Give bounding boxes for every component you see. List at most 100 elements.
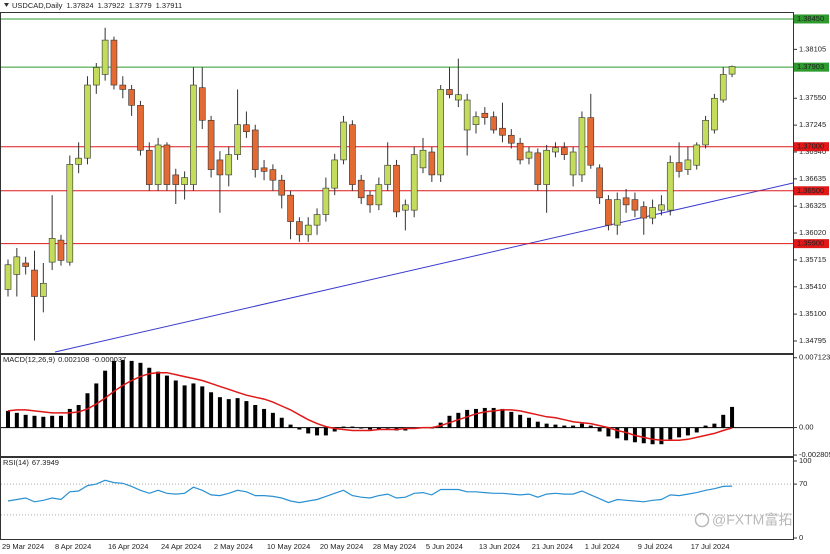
macd-bar <box>315 427 320 436</box>
x-tick-label: 20 May 2024 <box>320 542 363 551</box>
x-tick-label: 1 Jul 2024 <box>585 542 620 551</box>
y-tick-label: 1.37550 <box>799 93 826 102</box>
y-tick-label: 0.00 <box>799 423 814 432</box>
macd-bar <box>253 405 258 428</box>
macd-bar <box>323 427 328 436</box>
candle-body <box>234 124 241 155</box>
macd-bar <box>694 427 699 433</box>
candle-body <box>384 164 391 185</box>
level-label: 1.37903 <box>797 62 824 71</box>
candle-body <box>596 167 603 199</box>
level-label-box <box>794 62 829 72</box>
x-tick-label: 2 May 2024 <box>214 542 253 551</box>
candle-body <box>702 119 709 146</box>
y-tick-label: 1.36940 <box>799 147 826 156</box>
macd-bar <box>41 416 46 428</box>
macd-bar <box>262 408 267 428</box>
macd-bar <box>147 367 152 428</box>
header-low: 1.3779 <box>129 1 152 10</box>
macd-bar <box>6 410 10 428</box>
x-tick-label: 29 Mar 2024 <box>2 542 44 551</box>
macd-bar <box>571 425 576 428</box>
header-open: 1.37824 <box>66 1 93 10</box>
candle-body <box>472 116 480 125</box>
macd-bar <box>279 417 284 428</box>
header-close: 1.37911 <box>156 1 183 10</box>
candle-body <box>31 269 38 297</box>
macd-bar <box>129 360 134 428</box>
level-label: 1.36500 <box>797 186 824 195</box>
macd-header: MACD(12,26,9) 0.002108 -0.000037 <box>3 355 126 364</box>
macd-bar <box>209 392 214 428</box>
macd-bar <box>712 423 717 428</box>
macd-bar <box>500 408 505 428</box>
signal-line <box>7 371 733 442</box>
macd-bar <box>579 423 584 428</box>
candle-body <box>402 204 409 211</box>
rsi-line <box>7 479 733 504</box>
macd-bar <box>491 407 496 428</box>
macd-bar <box>730 406 735 428</box>
candle-body <box>428 151 436 176</box>
candle-body <box>605 199 612 226</box>
candle-body <box>631 199 639 211</box>
candle-body <box>243 124 250 133</box>
macd-bar <box>226 399 231 428</box>
macd-bar <box>544 423 549 428</box>
macd-bar <box>597 427 602 432</box>
candle-body <box>331 159 339 189</box>
candle-body <box>622 197 630 206</box>
pane-frames <box>0 12 794 540</box>
candle-body <box>693 144 701 166</box>
macd-bar <box>94 383 99 428</box>
candle-body <box>481 112 489 118</box>
rsi-title: RSI(14) <box>3 458 29 467</box>
candle-body <box>446 89 453 96</box>
candle-body <box>57 239 65 261</box>
macd-bar <box>447 415 452 428</box>
candle-body <box>190 84 197 185</box>
candle-body <box>543 149 550 185</box>
macd-bar <box>359 427 364 429</box>
candle-body <box>366 194 374 206</box>
candle-body <box>490 116 497 131</box>
candle-body <box>534 152 542 185</box>
candle-body <box>304 224 312 236</box>
macd-bar <box>624 427 629 441</box>
macd-bar <box>85 393 90 428</box>
macd-bar <box>376 427 381 430</box>
candle-body <box>349 124 356 185</box>
candle-body <box>552 147 559 153</box>
candle-body <box>675 162 683 172</box>
candle-body <box>437 89 444 176</box>
watermark-logo <box>694 512 710 528</box>
macd-bar <box>297 427 302 430</box>
candle-body <box>137 105 144 151</box>
macd-bar <box>685 427 690 436</box>
x-tick-label: 16 Apr 2024 <box>108 542 148 551</box>
macd-bar <box>350 426 355 428</box>
macd-bar <box>156 371 161 428</box>
candle-body <box>719 74 727 101</box>
candle-body <box>154 144 162 185</box>
candle-body <box>375 184 383 206</box>
candle-body <box>525 151 533 159</box>
rsi-value: 67.3949 <box>32 458 59 467</box>
candle-body <box>198 87 206 121</box>
macd-bar <box>23 414 28 428</box>
macd-bar <box>332 427 337 432</box>
candle-body <box>269 169 277 181</box>
level-label-box <box>794 14 829 24</box>
macd-bar <box>641 427 646 444</box>
x-tick-label: 24 Apr 2024 <box>161 542 201 551</box>
macd-value: 0.002108 <box>58 355 89 364</box>
macd-bar <box>482 407 487 428</box>
main-pane-frame <box>0 12 794 354</box>
candle-body <box>128 89 135 106</box>
macd-bar <box>341 426 346 428</box>
macd-bar <box>111 360 116 428</box>
candle-body <box>410 154 418 211</box>
macd-bar <box>668 427 673 440</box>
macd-bar <box>562 425 567 428</box>
